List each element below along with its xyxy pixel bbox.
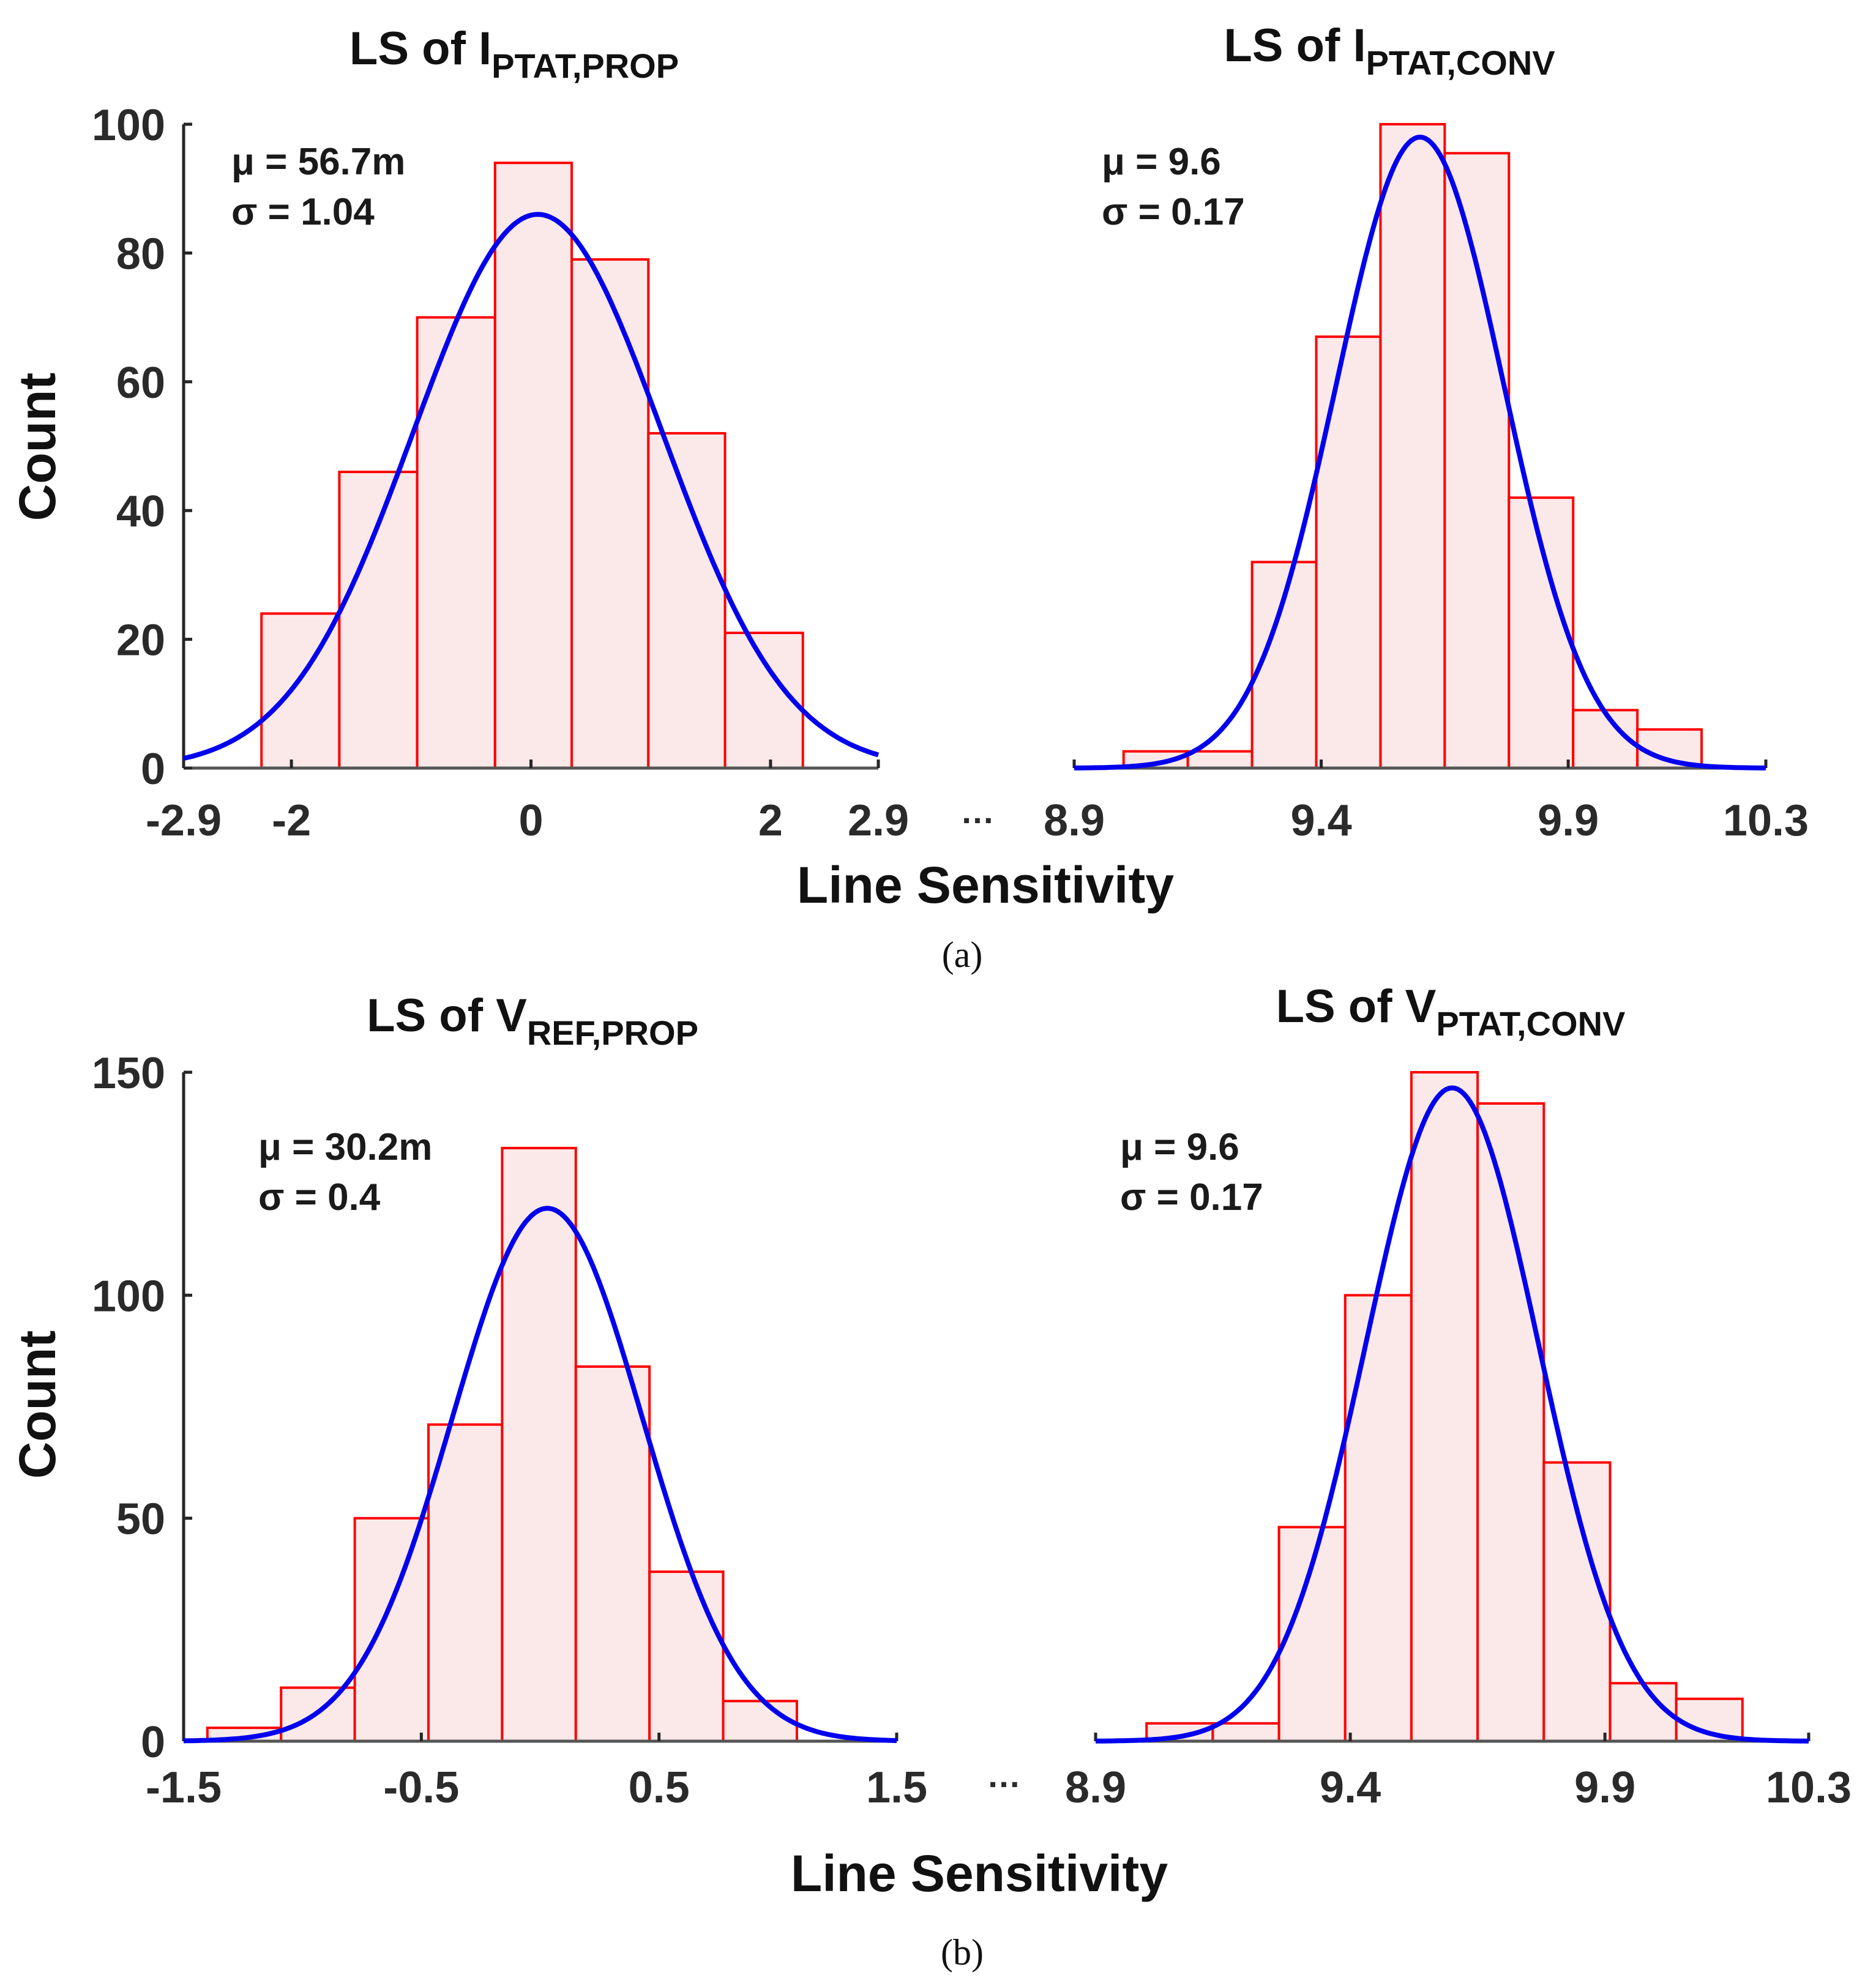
x-tick-label: 9.9 (1574, 1763, 1635, 1812)
gaussian-fit-curve (1095, 1085, 1809, 1744)
stat-mean-label: μ = 56.7m (231, 141, 405, 183)
histogram-bar (353, 1517, 430, 1743)
histogram-bar (493, 162, 574, 769)
stat-sigma-label: σ = 0.4 (258, 1176, 381, 1219)
histogram-bar (722, 1700, 798, 1742)
x-tick-label: 2.9 (848, 796, 909, 845)
y-tick-label: 40 (116, 487, 165, 536)
y-tick-label: 100 (92, 1272, 165, 1321)
histogram-bar (1211, 1722, 1280, 1742)
histogram-bar (1315, 335, 1382, 769)
histogram-bar (570, 258, 650, 770)
x-tick-label: 1.5 (866, 1763, 927, 1812)
x-tick-label: 9.9 (1538, 796, 1599, 845)
ylabel-count-b: Count (9, 1331, 66, 1479)
histogram-panel-vptat-conv: 8.9 9.4 9.9 10.3 μ = 9.6 σ = 0.17 (1065, 1071, 1852, 1812)
histogram-bar (574, 1365, 651, 1742)
caption-a: (a) (942, 935, 983, 975)
stat-sigma-label: σ = 0.17 (1102, 191, 1245, 233)
histogram-bar (1410, 1071, 1479, 1742)
x-tick-label: -2.9 (146, 796, 222, 845)
x-tick-label: -0.5 (383, 1763, 459, 1812)
histogram-bar (427, 1423, 504, 1743)
y-tick-label: 80 (116, 230, 165, 278)
histogram-panel-iptat-prop: 0 20 40 60 80 100 -2.9 -2 0 2 2.9 μ = 56.7m σ = 1.04 (92, 101, 909, 845)
histogram-bar (1379, 123, 1446, 769)
y-tick-label: 100 (92, 101, 165, 150)
histogram-bar (723, 632, 804, 769)
x-tick-label: 10.3 (1723, 796, 1809, 845)
stat-mean-label: μ = 9.6 (1120, 1126, 1239, 1168)
gaussian-fit-curve (1074, 135, 1766, 771)
stat-sigma-label: σ = 1.04 (231, 191, 375, 233)
histogram-bar (1343, 1294, 1413, 1742)
histogram-panel-iptat-conv: 8.9 9.4 9.9 10.3 μ = 9.6 σ = 0.17 (1044, 123, 1809, 845)
x-tick-label: 9.4 (1320, 1763, 1381, 1812)
gaussian-fit-curve (183, 1206, 897, 1744)
x-tick-label: 8.9 (1065, 1763, 1126, 1812)
axis-break-ellipsis-b: … (987, 1756, 1021, 1794)
x-tick-label: 8.9 (1044, 796, 1105, 845)
x-tick-label: 2 (758, 796, 783, 845)
title-vref-prop: LS of VREF,PROP (367, 990, 698, 1052)
histogram-bar (338, 471, 419, 770)
y-tick-label: 50 (116, 1495, 165, 1544)
title-iptat-prop: LS of IPTAT,PROP (349, 23, 679, 85)
histogram-bar (416, 316, 496, 769)
stat-mean-label: μ = 9.6 (1102, 141, 1221, 183)
histogram-bar (647, 431, 727, 769)
x-tick-label: 0 (518, 796, 543, 845)
x-tick-label: -2 (272, 796, 311, 845)
gaussian-fit-curve (183, 212, 880, 761)
x-tick-label: 0.5 (629, 1763, 690, 1812)
x-tick-label: -1.5 (146, 1763, 222, 1812)
histogram-bar (1443, 152, 1511, 769)
axis-break-ellipsis-a: … (960, 792, 995, 831)
histogram-bar (1186, 750, 1254, 769)
y-tick-label: 20 (116, 616, 165, 665)
xlabel-line-sensitivity-b: Line Sensitivity (791, 1845, 1168, 1902)
caption-b: (b) (941, 1932, 984, 1973)
title-vptat-conv: LS of VPTAT,CONV (1276, 980, 1626, 1043)
x-tick-label: 10.3 (1766, 1763, 1852, 1812)
ylabel-count-a: Count (9, 373, 66, 521)
x-tick-label: 9.4 (1291, 796, 1352, 845)
y-tick-label: 0 (141, 1718, 165, 1767)
xlabel-line-sensitivity-a: Line Sensitivity (797, 856, 1174, 914)
y-tick-label: 150 (92, 1049, 165, 1098)
y-tick-label: 0 (141, 745, 165, 794)
stat-mean-label: μ = 30.2m (258, 1126, 432, 1168)
histogram-bar (501, 1146, 577, 1742)
stat-sigma-label: σ = 0.17 (1120, 1176, 1263, 1219)
histogram-panel-vref-prop: 0 50 100 150 -1.5 -0.5 0.5 1.5 μ = 30.2m σ = 0.4 (92, 1049, 927, 1812)
histogram-bar (648, 1570, 725, 1743)
title-iptat-conv: LS of IPTAT,CONV (1224, 20, 1555, 82)
histogram-bar (1476, 1102, 1545, 1742)
y-tick-label: 60 (116, 359, 165, 408)
